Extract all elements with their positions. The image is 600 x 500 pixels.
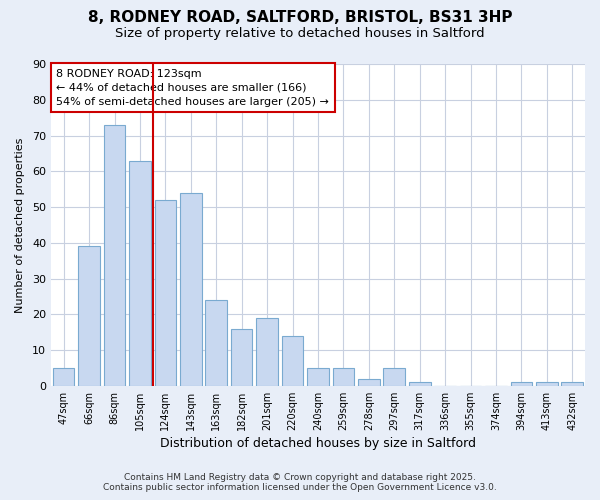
- Bar: [383, 368, 405, 386]
- Text: 8, RODNEY ROAD, SALTFORD, BRISTOL, BS31 3HP: 8, RODNEY ROAD, SALTFORD, BRISTOL, BS31 …: [88, 10, 512, 25]
- Bar: [53, 368, 74, 386]
- Text: Size of property relative to detached houses in Saltford: Size of property relative to detached ho…: [115, 28, 485, 40]
- Bar: [104, 125, 125, 386]
- Y-axis label: Number of detached properties: Number of detached properties: [15, 137, 25, 312]
- Bar: [155, 200, 176, 386]
- Bar: [536, 382, 557, 386]
- Bar: [307, 368, 329, 386]
- Bar: [205, 300, 227, 386]
- Bar: [78, 246, 100, 386]
- Bar: [409, 382, 431, 386]
- Bar: [180, 192, 202, 386]
- Bar: [562, 382, 583, 386]
- Text: Contains HM Land Registry data © Crown copyright and database right 2025.
Contai: Contains HM Land Registry data © Crown c…: [103, 473, 497, 492]
- X-axis label: Distribution of detached houses by size in Saltford: Distribution of detached houses by size …: [160, 437, 476, 450]
- Bar: [511, 382, 532, 386]
- Bar: [129, 160, 151, 386]
- Bar: [231, 328, 253, 386]
- Bar: [282, 336, 304, 386]
- Bar: [332, 368, 354, 386]
- Text: 8 RODNEY ROAD: 123sqm
← 44% of detached houses are smaller (166)
54% of semi-det: 8 RODNEY ROAD: 123sqm ← 44% of detached …: [56, 69, 329, 107]
- Bar: [358, 378, 380, 386]
- Bar: [256, 318, 278, 386]
